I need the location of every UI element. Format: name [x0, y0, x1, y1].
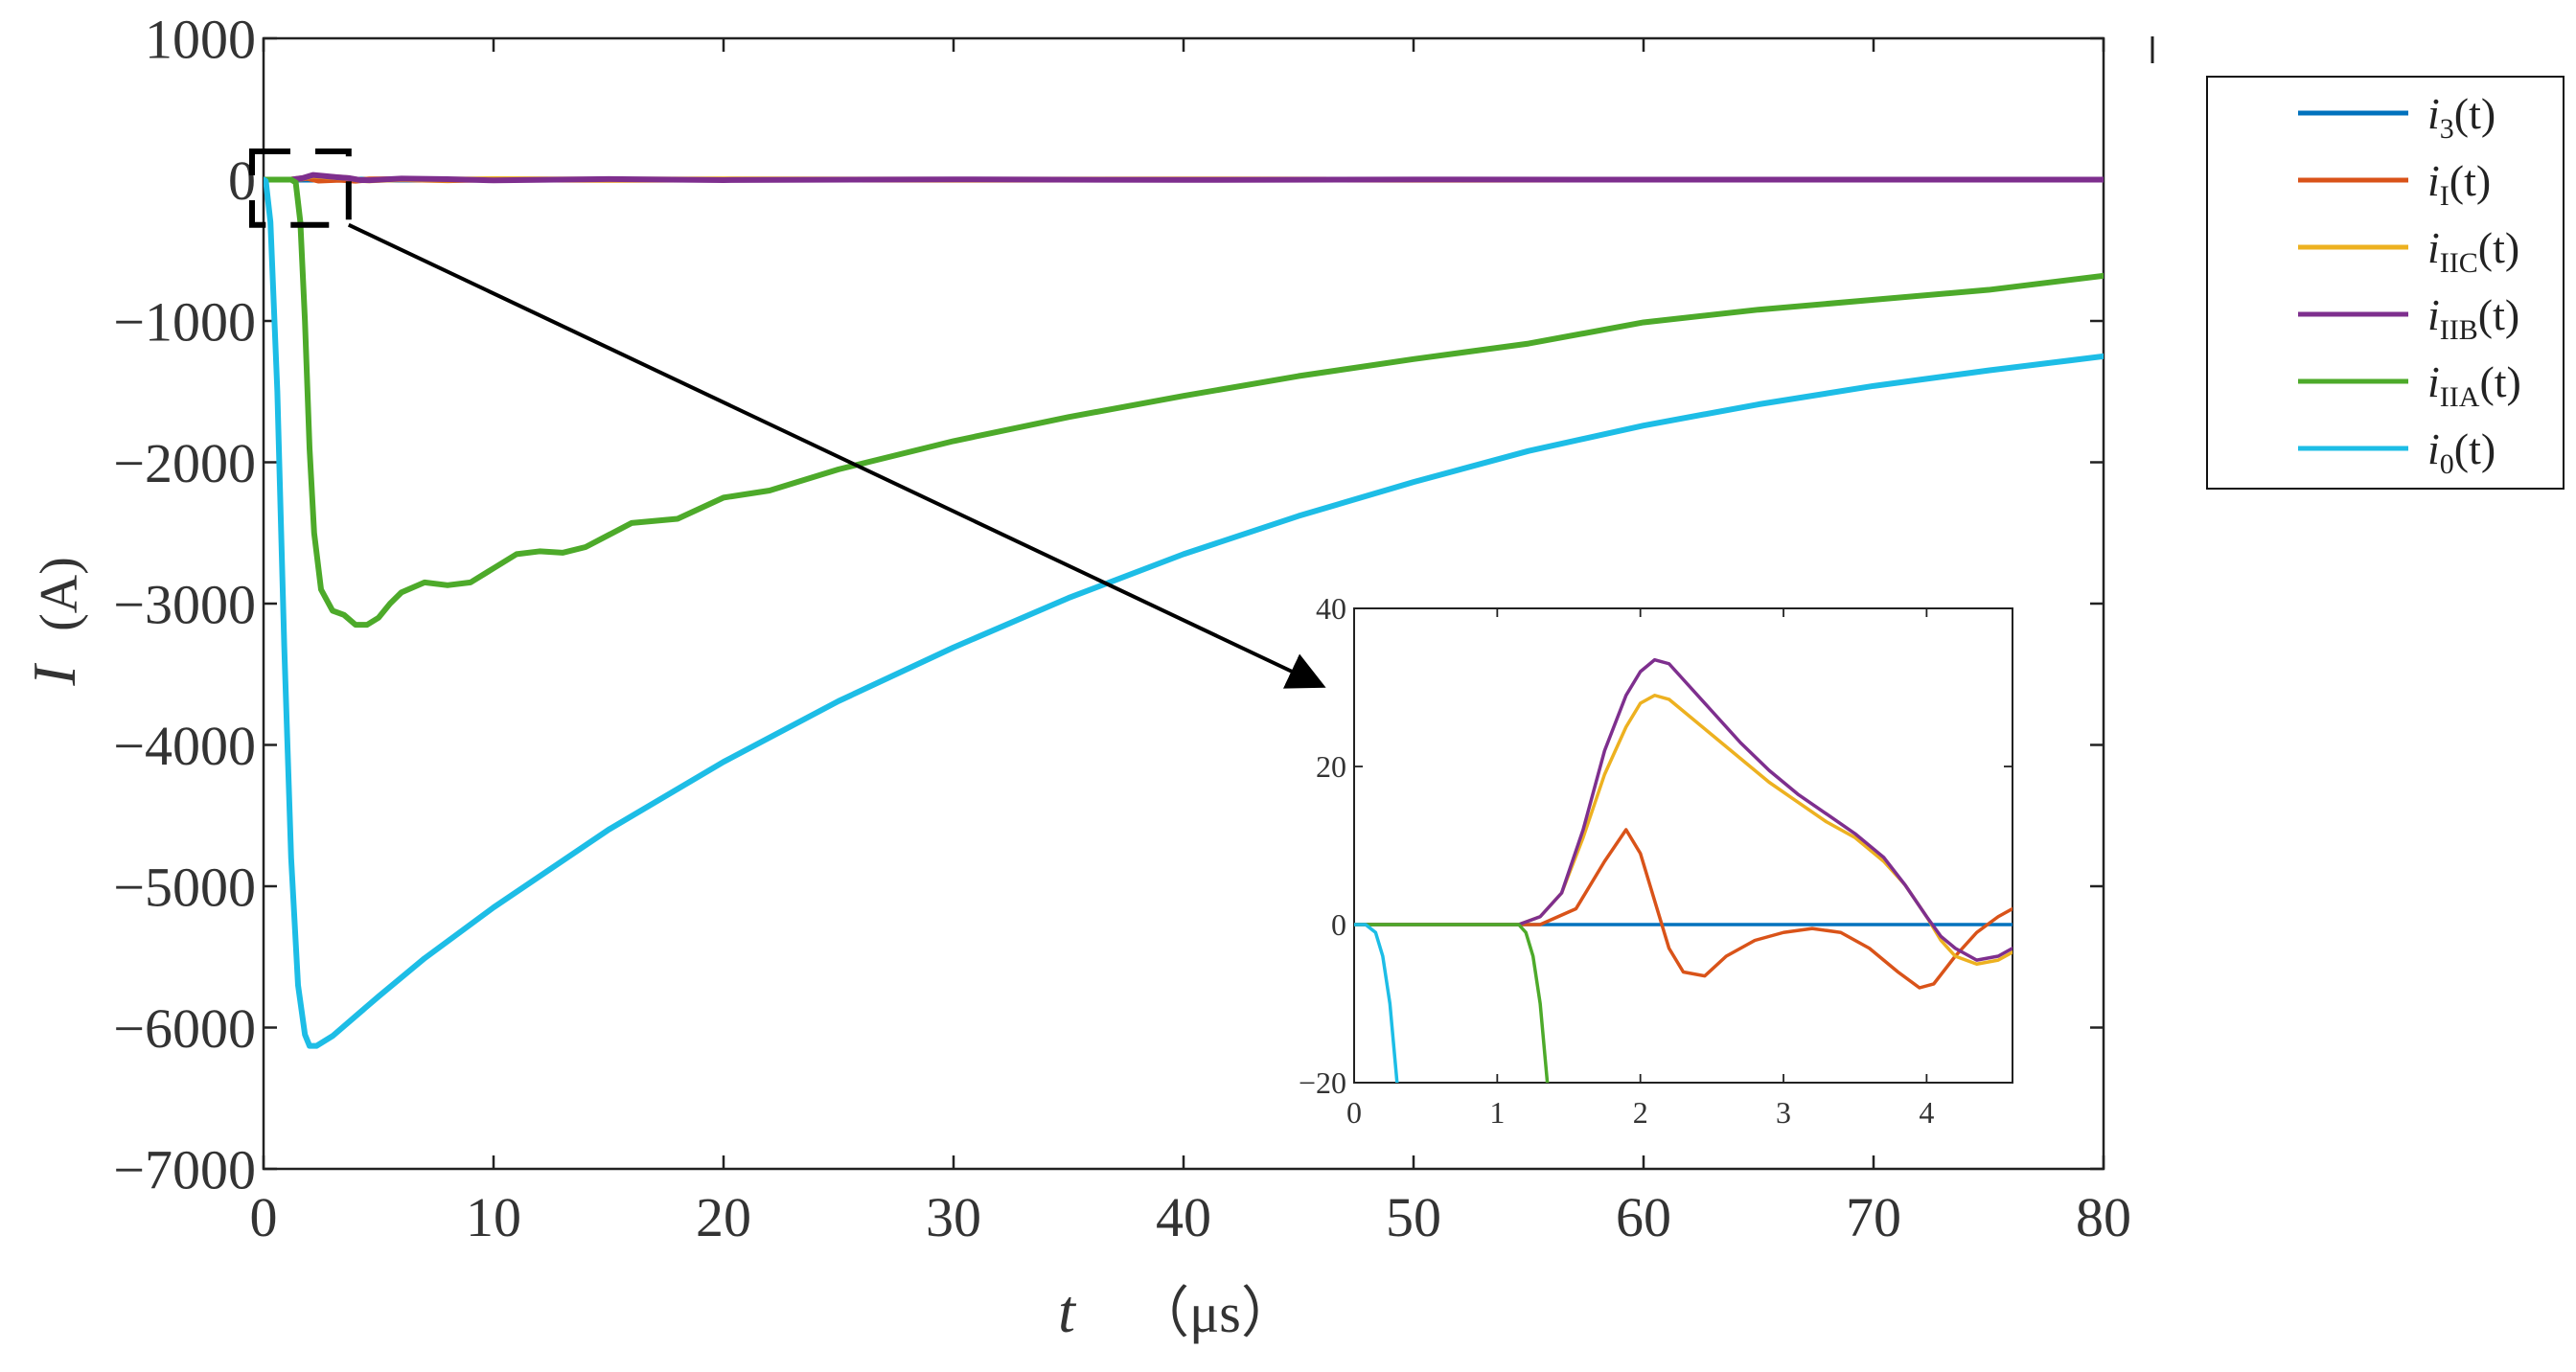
main-series-group [264, 172, 2104, 1049]
main-xtick-label: 50 [1386, 1186, 1441, 1248]
zoom-indicator [249, 149, 1326, 689]
main-ytick-label: −1000 [113, 290, 256, 353]
legend-label-i0: i0(t) [2427, 424, 2496, 480]
inset-xtick-label: 1 [1489, 1095, 1505, 1130]
inset-series-iIIA [1354, 923, 1550, 1083]
legend-label-iI: iI(t) [2427, 156, 2491, 212]
x-axis-label: t [1058, 1277, 1077, 1345]
main-xtick-label: 80 [2076, 1186, 2131, 1248]
inset-x-axis-ticks: 0 1 2 3 4 [1346, 608, 1934, 1130]
inset-ytick-label: 0 [1331, 907, 1346, 942]
main-ytick-label: −2000 [113, 432, 256, 494]
legend-label-iIIA: iIIA(t) [2427, 357, 2521, 413]
inset-xtick-label: 0 [1346, 1095, 1362, 1130]
main-ytick-label: −3000 [113, 573, 256, 635]
zoom-box [249, 149, 352, 228]
y-axis-unit: (A) [30, 557, 89, 631]
main-ytick-label: −5000 [113, 856, 256, 918]
main-xtick-label: 60 [1616, 1186, 1671, 1248]
legend-label-i3: i3(t) [2427, 89, 2496, 145]
main-series-iIIA [264, 176, 2104, 629]
inset-plot-frame [1353, 607, 2013, 1084]
inset-series-i0 [1354, 923, 1399, 1083]
main-xtick-label: 40 [1156, 1186, 1211, 1248]
main-xtick-label: 70 [1846, 1186, 1901, 1248]
inset-xtick-label: 2 [1633, 1095, 1648, 1130]
main-x-axis-ticks: 0 10 20 30 40 50 60 70 80 [250, 38, 2131, 1248]
inset-xtick-label: 4 [1919, 1095, 1934, 1130]
inset-series-group [1354, 657, 2012, 1083]
zoom-arrow [347, 222, 1326, 689]
inset-series-iI [1354, 828, 2012, 990]
main-y-axis-ticks: 1000 0 −1000 −2000 −3000 −4000 −5000 −6000 −7000 [113, 8, 2104, 1200]
main-ytick-label: −6000 [113, 997, 256, 1060]
legend-box [2206, 76, 2564, 490]
inset-y-axis-ticks: 40 20 0 −20 [1299, 591, 2012, 1100]
legend-label-iIIC: iIIC(t) [2427, 223, 2519, 279]
y-axis-label: I [20, 663, 88, 687]
main-xtick-label: 30 [926, 1186, 981, 1248]
main-ytick-label: −7000 [113, 1138, 256, 1200]
main-series-iIIB [264, 172, 2104, 184]
inset-xtick-label: 3 [1776, 1095, 1791, 1130]
main-xtick-label: 10 [466, 1186, 521, 1248]
legend-items: i3(t) iI(t) iIIC(t) iIIB(t) iIIA(t) i0(t) [2298, 89, 2521, 480]
x-axis-unit: （μs） [1134, 1282, 1297, 1344]
inset-ytick-label: −20 [1299, 1065, 1346, 1100]
main-xtick-label: 20 [696, 1186, 751, 1248]
inset-series-iIIB [1354, 657, 2012, 962]
main-ytick-label: 1000 [145, 8, 256, 70]
main-series-i0 [264, 176, 2104, 1049]
legend-label-iIIB: iIIB(t) [2427, 290, 2519, 346]
inset-ytick-label: 20 [1316, 749, 1346, 784]
inset-ytick-label: 40 [1316, 591, 1346, 626]
main-ytick-label: −4000 [113, 715, 256, 777]
main-xtick-label: 0 [250, 1186, 278, 1248]
